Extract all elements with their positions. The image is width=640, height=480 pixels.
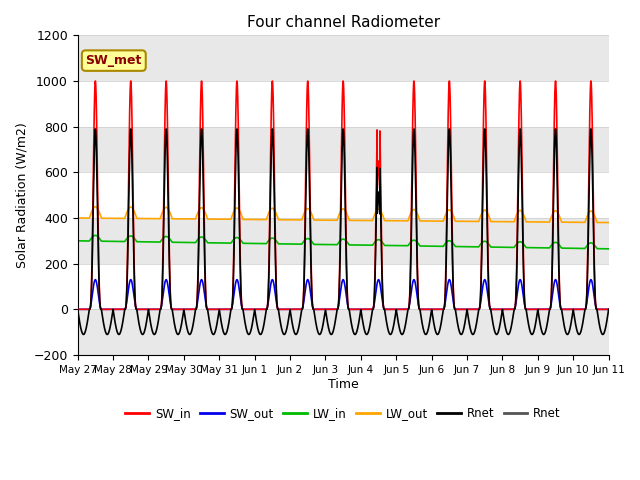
- Bar: [77, 127, 609, 172]
- Text: SW_met: SW_met: [86, 54, 142, 67]
- Bar: [77, 36, 609, 81]
- Bar: [77, 218, 609, 264]
- Legend: SW_in, SW_out, LW_in, LW_out, Rnet, Rnet: SW_in, SW_out, LW_in, LW_out, Rnet, Rnet: [120, 402, 566, 425]
- Title: Four channel Radiometer: Four channel Radiometer: [246, 15, 440, 30]
- Y-axis label: Solar Radiation (W/m2): Solar Radiation (W/m2): [15, 122, 28, 268]
- Bar: [77, 309, 609, 355]
- X-axis label: Time: Time: [328, 377, 358, 391]
